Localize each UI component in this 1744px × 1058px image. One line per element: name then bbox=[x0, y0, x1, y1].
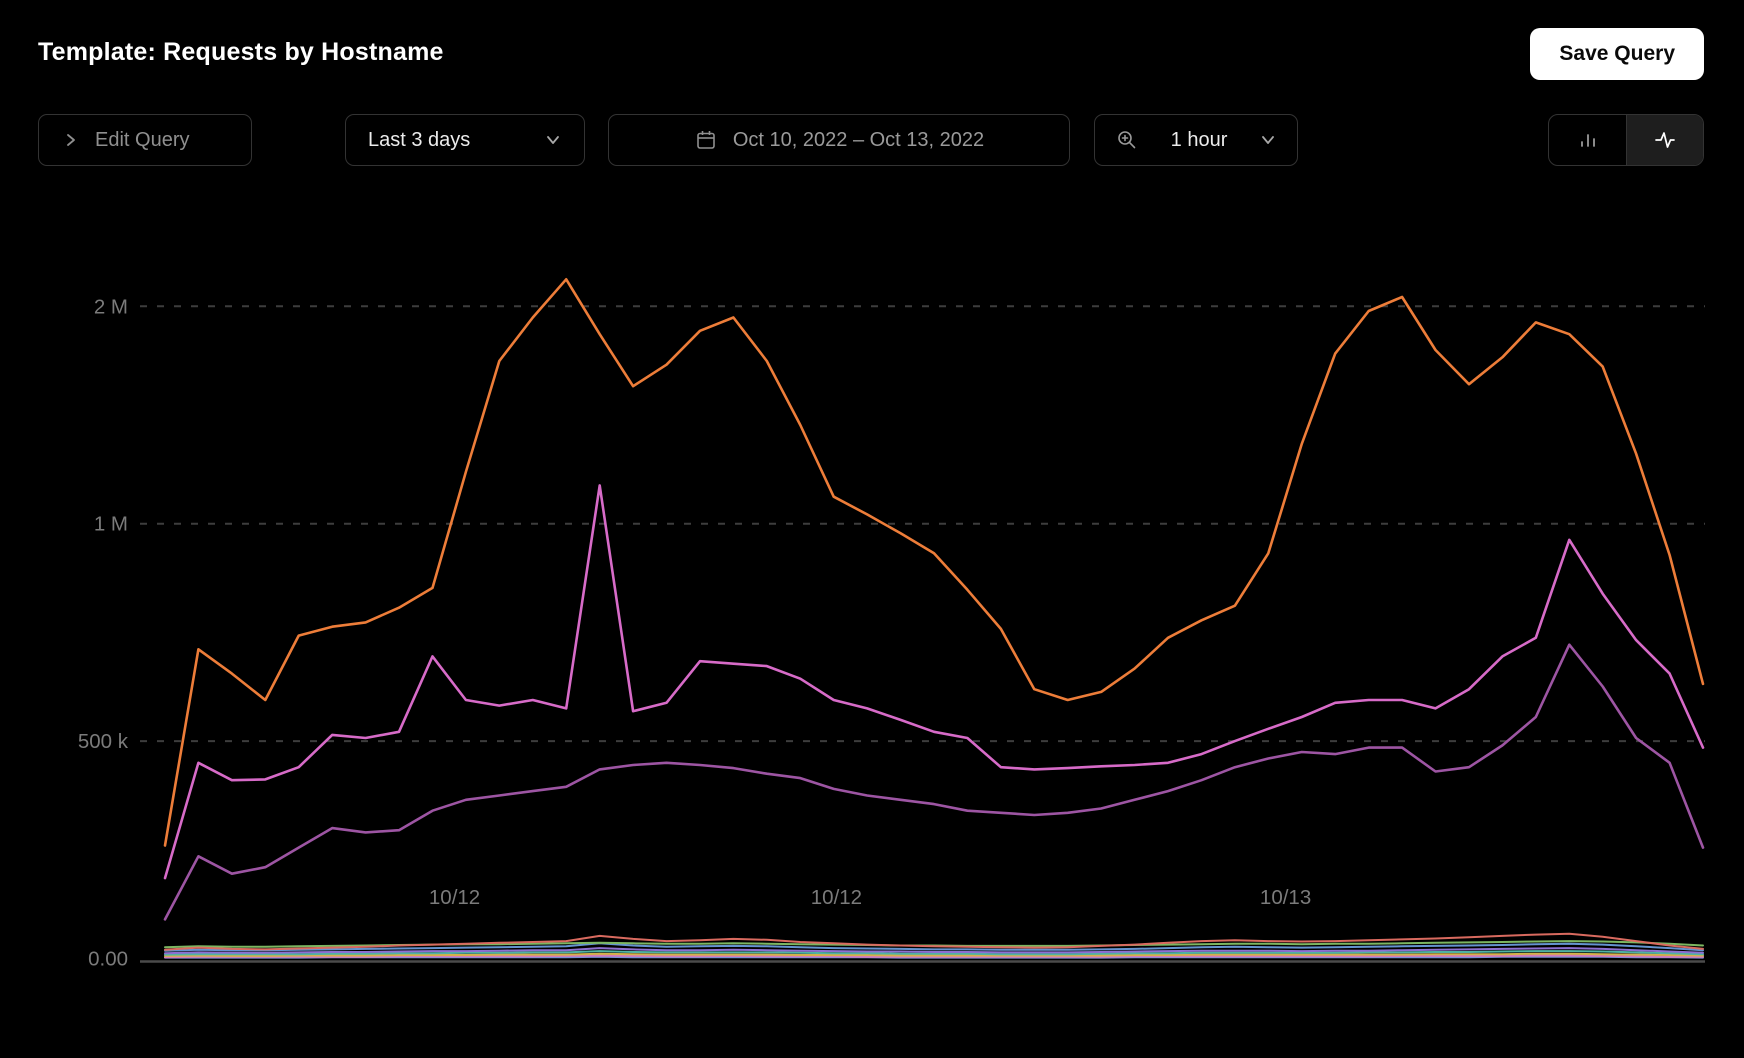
date-range-value: Oct 10, 2022 – Oct 13, 2022 bbox=[732, 128, 985, 151]
granularity-value: 1 hour bbox=[1170, 128, 1228, 151]
series-pink bbox=[164, 954, 1704, 959]
series-teal bbox=[164, 950, 1704, 956]
series-purple bbox=[163, 643, 1705, 921]
edit-query-button[interactable]: Edit Query bbox=[38, 114, 252, 166]
time-range-dropdown[interactable]: Last 3 days bbox=[345, 114, 585, 166]
series-blue bbox=[164, 942, 1704, 952]
y-tick-label: 2 M bbox=[94, 295, 128, 318]
x-tick-label: 10/12 bbox=[811, 886, 862, 909]
granularity-dropdown[interactable]: 1 hour bbox=[1094, 114, 1298, 166]
chevron-down-icon bbox=[544, 131, 562, 149]
x-tick-label: 10/13 bbox=[1260, 886, 1311, 909]
y-tick-label: 1 M bbox=[94, 513, 128, 536]
series-orange bbox=[163, 277, 1705, 847]
chevron-down-icon bbox=[1259, 131, 1277, 149]
y-tick-label: 0.00 bbox=[88, 948, 128, 971]
bar-chart-toggle[interactable] bbox=[1549, 115, 1626, 165]
line-chart-icon bbox=[1653, 128, 1677, 152]
page-title: Template: Requests by Hostname bbox=[38, 38, 444, 66]
edit-query-label: Edit Query bbox=[95, 128, 190, 151]
series-salmon bbox=[164, 932, 1704, 951]
y-tick-label: 500 k bbox=[78, 730, 129, 753]
chevron-right-icon bbox=[63, 132, 79, 148]
series-magenta bbox=[163, 484, 1705, 880]
time-range-value: Last 3 days bbox=[368, 128, 471, 151]
chart-type-toggle bbox=[1548, 114, 1704, 166]
series-gold bbox=[164, 952, 1704, 957]
date-range-picker[interactable]: Oct 10, 2022 – Oct 13, 2022 bbox=[608, 114, 1070, 166]
save-query-button[interactable]: Save Query bbox=[1530, 28, 1704, 80]
bar-chart-icon bbox=[1577, 129, 1599, 151]
x-tick-label: 10/12 bbox=[429, 886, 480, 909]
zoom-in-icon bbox=[1115, 128, 1139, 152]
series-violet bbox=[164, 947, 1704, 955]
calendar-icon bbox=[694, 128, 718, 152]
line-chart-toggle[interactable] bbox=[1626, 115, 1703, 165]
